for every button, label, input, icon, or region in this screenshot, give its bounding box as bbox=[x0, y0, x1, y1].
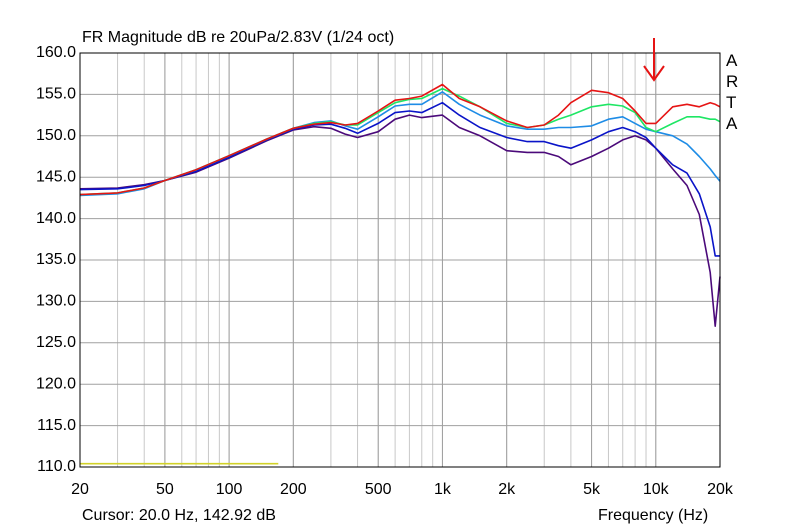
y-tick-label: 155.0 bbox=[36, 86, 76, 103]
y-tick-label: 150.0 bbox=[36, 127, 76, 144]
plot-frame bbox=[79, 52, 721, 468]
x-tick-label: 500 bbox=[365, 481, 392, 498]
series-line bbox=[79, 83, 721, 196]
y-tick-label: 110.0 bbox=[37, 458, 76, 475]
y-tick-label: 135.0 bbox=[36, 251, 76, 268]
x-tick-label: 200 bbox=[280, 481, 307, 498]
y-tick-label: 145.0 bbox=[36, 168, 76, 185]
x-tick-label: 2k bbox=[498, 481, 516, 498]
chart-title: FR Magnitude dB re 20uPa/2.83V (1/24 oct… bbox=[82, 29, 394, 46]
x-axis-label: Frequency (Hz) bbox=[598, 507, 708, 524]
marker-arrow bbox=[643, 38, 665, 82]
y-tick-label: 140.0 bbox=[36, 210, 76, 227]
y-tick-label: 115.0 bbox=[37, 417, 76, 434]
x-tick-label: 10k bbox=[643, 481, 670, 498]
x-tick-label: 100 bbox=[216, 481, 243, 498]
x-tick-label: 5k bbox=[583, 481, 601, 498]
x-tick-label: 20k bbox=[707, 481, 734, 498]
series-line bbox=[79, 101, 720, 257]
x-tick-label: 1k bbox=[434, 481, 452, 498]
x-tick-label: 50 bbox=[156, 481, 174, 498]
cursor-readout: Cursor: 20.0 Hz, 142.92 dB bbox=[82, 507, 276, 524]
y-tick-label: 125.0 bbox=[36, 334, 76, 351]
y-tick-label: 120.0 bbox=[36, 375, 76, 392]
y-tick-label: 130.0 bbox=[36, 293, 76, 310]
lines bbox=[79, 83, 721, 465]
x-tick-label: 20 bbox=[71, 481, 89, 498]
y-tick-label: 160.0 bbox=[36, 44, 76, 61]
watermark: ARTA bbox=[726, 51, 739, 133]
